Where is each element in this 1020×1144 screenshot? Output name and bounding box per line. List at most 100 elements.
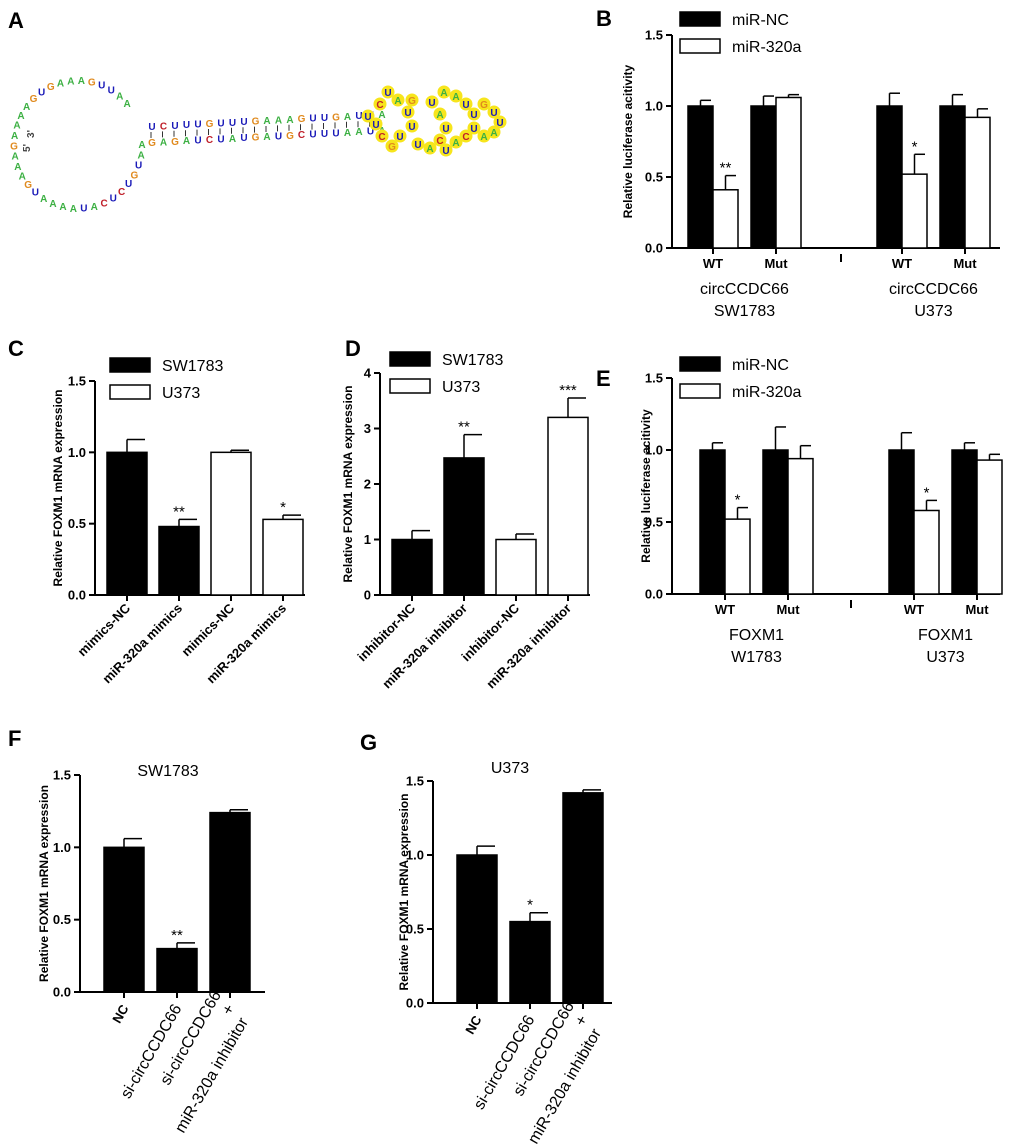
legend-swatch <box>679 356 721 372</box>
rna-base: U <box>217 118 224 129</box>
group-label: U373 <box>914 303 952 320</box>
highlight-marker <box>381 85 395 99</box>
x-tick-label: + <box>572 1013 591 1030</box>
y-tick-label: 1.0 <box>68 445 86 460</box>
x-tick-label: WT <box>703 256 723 271</box>
y-tick-label: 1.0 <box>406 848 424 863</box>
legend-label: U373 <box>162 385 200 402</box>
rna-base: A <box>138 151 145 162</box>
legend-label: SW1783 <box>162 358 223 375</box>
rna-base: A <box>11 152 18 163</box>
rna-base: U <box>171 121 178 132</box>
legend-swatch <box>109 357 151 373</box>
rna-base: G <box>24 180 32 191</box>
rna-base: U <box>442 146 449 157</box>
highlight-marker <box>467 107 481 121</box>
rna-base: U <box>275 131 282 142</box>
rna-base: G <box>47 82 55 93</box>
bar <box>562 792 604 1004</box>
significance-label: *** <box>559 382 577 399</box>
rna-base: U <box>240 133 247 144</box>
group-label: circCCDC66 <box>889 281 978 298</box>
rna-base: C <box>462 132 469 143</box>
highlight-marker <box>437 85 451 99</box>
legend-swatch <box>389 351 431 367</box>
legend-swatch <box>679 38 721 54</box>
highlight-marker <box>385 139 399 153</box>
panel-letter: E <box>596 366 611 391</box>
bar <box>712 189 739 249</box>
rna-base: A <box>436 110 443 121</box>
rna-base: A <box>286 115 293 126</box>
rna-base: A <box>160 137 167 148</box>
x-tick-label: Mut <box>965 602 989 617</box>
rna-base: U <box>321 113 328 124</box>
highlight-marker <box>467 121 481 135</box>
rna-base: U <box>183 120 190 131</box>
rna-base: U <box>32 188 39 199</box>
rna-base: U <box>490 108 497 119</box>
highlight-marker <box>477 97 491 111</box>
legend-swatch <box>679 383 721 399</box>
rna-base: G <box>10 141 18 152</box>
bar <box>391 538 433 596</box>
rna-base: U <box>396 132 403 143</box>
y-tick-label: 2 <box>364 477 371 492</box>
y-tick-label: 0.0 <box>68 588 86 603</box>
rna-base: A <box>394 96 401 107</box>
rna-base: U <box>309 130 316 141</box>
bar <box>951 449 978 595</box>
y-tick-label: 0.5 <box>645 170 663 185</box>
y-tick-label: 1.0 <box>645 99 663 114</box>
highlight-marker <box>405 93 419 107</box>
y-tick-label: 0.0 <box>406 996 424 1011</box>
highlight-marker <box>477 129 491 143</box>
rna-base: G <box>252 117 260 128</box>
y-tick-label: 4 <box>364 366 372 381</box>
rna-base: A <box>344 128 351 139</box>
rna-base: U <box>38 87 45 98</box>
rna-base: G <box>408 96 416 107</box>
chart-title: U373 <box>491 760 529 777</box>
bar <box>156 947 198 993</box>
bar <box>964 116 991 249</box>
x-tick-label: NC <box>462 1012 485 1036</box>
three-prime-label: 3' <box>26 130 37 138</box>
y-axis-label: Relative FOXM1 mRNA expression <box>51 390 65 587</box>
group-label: FOXM1 <box>729 627 784 644</box>
y-tick-label: 3 <box>364 421 371 436</box>
panel-letter-a: A <box>8 8 24 33</box>
rna-base: C <box>298 130 305 141</box>
significance-label: ** <box>171 927 183 944</box>
bar <box>888 449 915 595</box>
rna-base: C <box>160 121 167 132</box>
y-tick-label: 0.0 <box>645 587 663 602</box>
y-axis-label: Relative luciferase acitivity <box>639 409 653 563</box>
bar <box>262 518 304 596</box>
rna-base: C <box>376 100 383 111</box>
rna-base: U <box>470 110 477 121</box>
panel-b-chart: B 0.0 0.5 1.0 1.5 Relative luciferase acitivi… <box>596 6 1000 320</box>
y-axis-label: Relative FOXM1 mRNA expression <box>341 386 355 583</box>
highlight-marker <box>411 137 425 151</box>
rna-base: G <box>252 133 260 144</box>
rna-base: U <box>442 124 449 135</box>
bar <box>456 854 498 1004</box>
significance-label: * <box>735 492 741 509</box>
rna-base: A <box>78 76 85 87</box>
y-tick-label: 0.0 <box>645 241 663 256</box>
bar <box>210 451 252 596</box>
x-tick-label: + <box>219 1002 238 1019</box>
x-tick-label: WT <box>892 256 912 271</box>
rna-base: A <box>452 138 459 149</box>
rna-base: U <box>404 108 411 119</box>
highlight-marker <box>459 129 473 143</box>
panel-letter: C <box>8 336 24 361</box>
rna-base: U <box>194 120 201 131</box>
rna-base: A <box>19 171 26 182</box>
bar <box>724 518 751 595</box>
highlight-marker <box>433 107 447 121</box>
rna-base: U <box>194 136 201 147</box>
x-tick-label: Mut <box>764 256 788 271</box>
legend-label: U373 <box>442 379 480 396</box>
